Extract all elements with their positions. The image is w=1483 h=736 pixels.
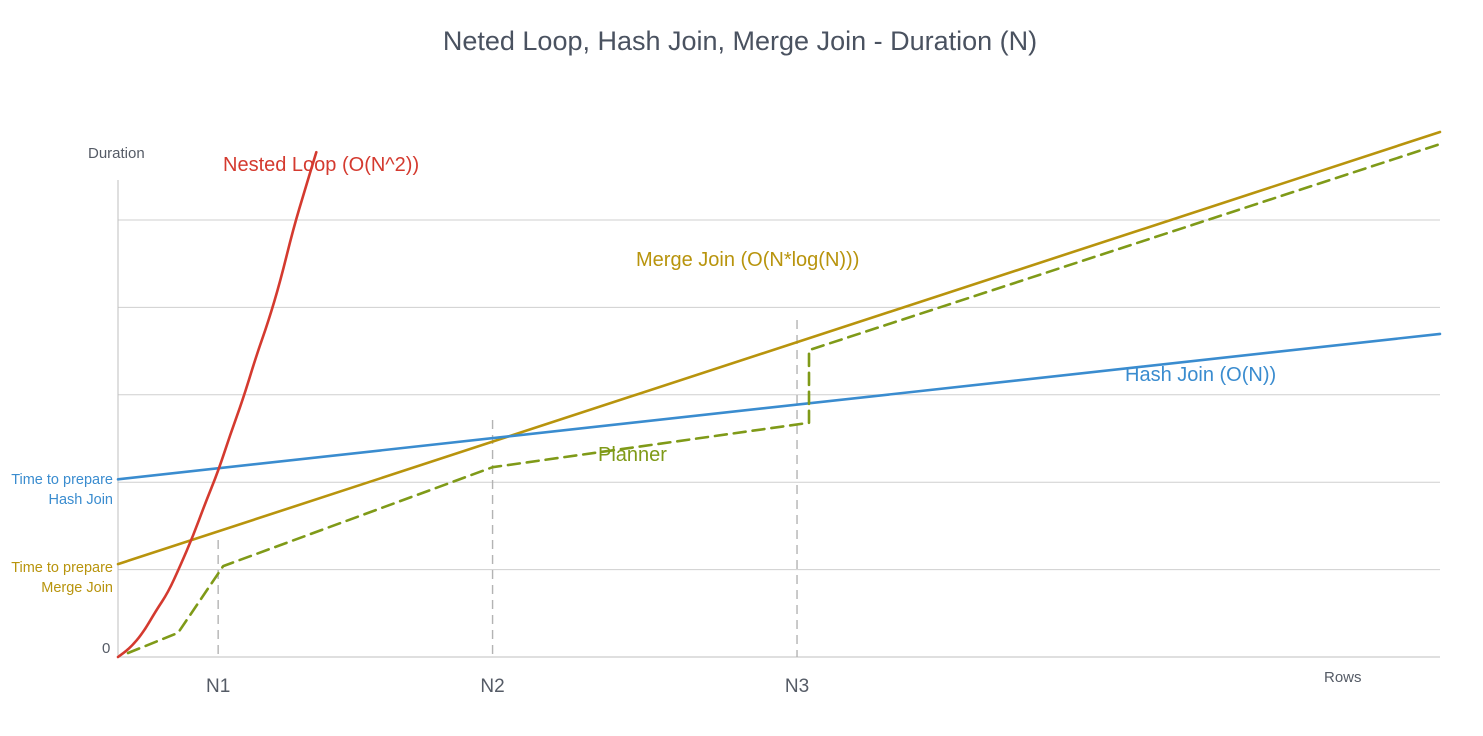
y-annotation-line: Time to prepare [11, 472, 113, 488]
axes [117, 180, 1440, 658]
series-label: Hash Join (O(N)) [1125, 364, 1276, 386]
y-annotation-line: Hash Join [49, 492, 113, 508]
series-line-planner [126, 142, 1442, 655]
y-annotations: Time to prepare Hash Join Time to prepare M… [11, 472, 113, 596]
series-label: Planner [598, 444, 667, 466]
y-annotation-line: Time to prepare [11, 560, 113, 576]
x-tick-label: N2 [480, 676, 504, 697]
y-zero-label: 0 [102, 640, 110, 657]
series-label: Nested Loop (O(N^2)) [223, 154, 419, 176]
chart-title: Neted Loop, Hash Join, Merge Join - Dura… [443, 26, 1037, 56]
series-label: Merge Join (O(N*log(N))) [636, 249, 859, 271]
gridlines [118, 219, 1440, 571]
series-labels: Nested Loop (O(N^2)) Merge Join (O(N*log(… [223, 154, 1276, 466]
series-line-nested [116, 150, 318, 659]
vertical-markers [217, 320, 798, 657]
series-line-hash [116, 332, 1442, 481]
x-tick-label: N1 [206, 676, 230, 697]
x-tick-labels: N1 N2 N3 [206, 676, 809, 697]
x-tick-label: N3 [785, 676, 809, 697]
series-line-merge [116, 130, 1442, 566]
series-lines [116, 130, 1442, 659]
y-axis-label: Duration [88, 145, 145, 162]
x-axis-label: Rows [1324, 669, 1362, 686]
y-annotation-line: Merge Join [41, 580, 113, 596]
